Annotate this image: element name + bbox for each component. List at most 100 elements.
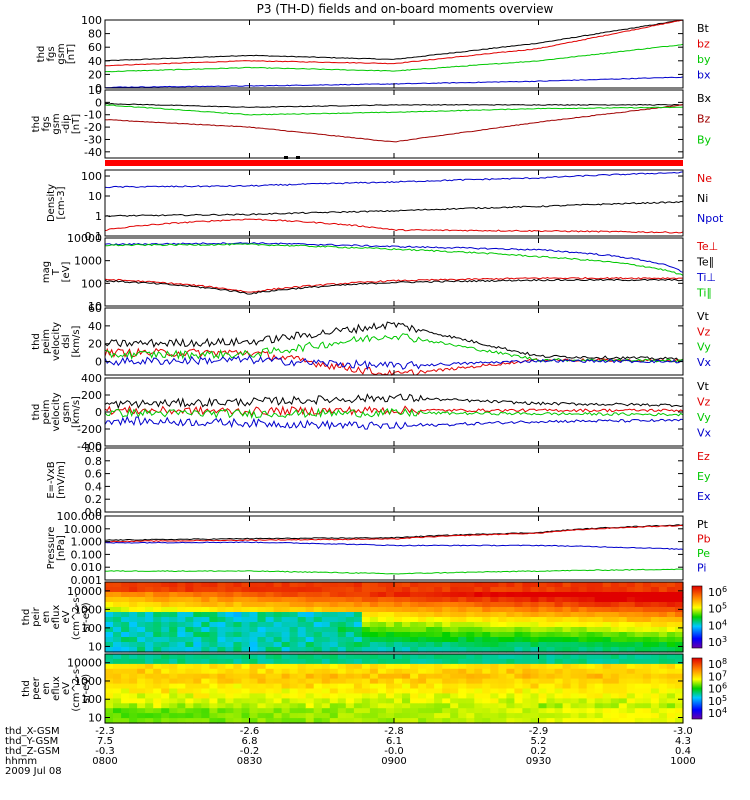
spectrogram-cell <box>145 708 154 714</box>
spectrogram-cell <box>410 617 419 623</box>
spectrogram-cell <box>201 708 210 714</box>
spectrogram-cell <box>666 632 676 638</box>
spectrogram-cell <box>562 668 572 675</box>
spectrogram-cell <box>233 678 242 685</box>
spectrogram-cell <box>249 673 259 680</box>
spectrogram-cell <box>353 587 363 593</box>
spectrogram-cell <box>313 673 323 680</box>
spectrogram-cell <box>546 668 556 675</box>
spectrogram-cell <box>578 698 588 704</box>
spectrogram-cell <box>594 668 604 675</box>
spectrogram-cell <box>562 683 572 690</box>
spectrogram-cell <box>394 607 403 613</box>
spectrogram-cell <box>554 668 564 675</box>
y-axis-label: velocity <box>51 392 62 431</box>
spectrogram-cell <box>369 663 379 670</box>
legend-label: Vz <box>697 325 711 338</box>
spectrogram-cell <box>562 637 572 643</box>
spectrogram-cell <box>570 647 580 653</box>
spectrogram-cell <box>434 617 443 623</box>
spectrogram-cell <box>265 617 275 623</box>
spectrogram-cell <box>466 718 475 724</box>
spectrogram-cell <box>610 654 620 660</box>
spectrogram-cell <box>594 654 604 660</box>
spectrogram-cell <box>418 668 427 675</box>
spectrogram-cell <box>426 597 435 603</box>
spectrogram-cell <box>626 597 636 603</box>
spectrogram-cell <box>530 622 540 628</box>
colorbar-scale <box>691 585 703 649</box>
spectrogram-cell <box>329 642 339 648</box>
spectrogram-cell <box>369 632 379 638</box>
spectrogram-cell <box>450 647 459 653</box>
spectrogram-cell <box>153 718 162 724</box>
spectrogram-cell <box>418 602 427 608</box>
spectrogram-cell <box>538 663 548 670</box>
spectrogram-cell <box>265 698 275 704</box>
spectrogram-cell <box>265 658 275 665</box>
spectrogram-cell <box>610 642 620 648</box>
spectrogram-cell <box>241 607 251 613</box>
spectrogram-cell <box>522 654 531 660</box>
spectrogram-cell <box>578 718 588 724</box>
spectrogram-cell <box>466 587 475 593</box>
spectrogram-cell <box>361 582 371 588</box>
spectrogram-cell <box>554 617 564 623</box>
spectrogram-cell <box>161 632 170 638</box>
spectrogram-cell <box>217 713 226 719</box>
spectrogram-cell <box>265 683 275 690</box>
spectrogram-cell <box>345 627 355 633</box>
spectrogram-cell <box>482 698 491 704</box>
spectrogram-cell <box>650 703 660 709</box>
spectrogram-cell <box>265 703 275 709</box>
spectrogram-cell <box>337 587 347 593</box>
spectrogram-cell <box>345 654 355 660</box>
spectrogram-cell <box>410 637 419 643</box>
spectrogram-cell <box>490 627 499 633</box>
colorbar-tick-label: 106 <box>708 585 727 599</box>
spectrogram-cell <box>450 632 459 638</box>
y-axis-label: gsm <box>56 43 67 64</box>
spectrogram-cell <box>658 713 668 719</box>
spectrogram-cell <box>217 673 226 680</box>
series-line-Ti⊥ <box>104 242 684 273</box>
series-line-Vx <box>104 355 684 371</box>
spectrogram-cell <box>257 637 267 643</box>
spectrogram-cell <box>177 658 186 665</box>
spectrogram-cell <box>361 718 371 724</box>
spectrogram-cell <box>634 582 644 588</box>
spectrogram-cell <box>402 663 411 670</box>
spectrogram-cell <box>185 678 194 685</box>
spectrogram-cell <box>538 688 548 694</box>
spectrogram-cell <box>345 582 355 588</box>
spectrogram-cell <box>273 597 283 603</box>
spectrogram-cell <box>530 708 540 714</box>
spectrogram-cell <box>225 658 234 665</box>
spectrogram-cell <box>458 627 467 633</box>
spectrogram-cell <box>177 622 186 628</box>
spectrogram-cell <box>586 582 596 588</box>
spectrogram-cell <box>153 632 162 638</box>
spectrogram-cell <box>329 693 339 699</box>
spectrogram-cell <box>305 708 315 714</box>
spectrogram-cell <box>546 693 556 699</box>
spectrogram-cell <box>610 693 620 699</box>
spectrogram-cell <box>418 708 427 714</box>
spectrogram-cell <box>137 678 146 685</box>
spectrogram-cell <box>105 632 114 638</box>
spectrogram-cell <box>313 582 323 588</box>
spectrogram-cell <box>594 627 604 633</box>
spectrogram-cell <box>377 688 387 694</box>
spectrogram-cell <box>321 713 331 719</box>
spectrogram-cell <box>610 658 620 665</box>
spectrogram-cell <box>426 632 435 638</box>
spectrogram-cell <box>458 658 467 665</box>
spectrogram-cell <box>153 663 162 670</box>
spectrogram-cell <box>185 647 194 653</box>
spectrogram-cell <box>578 617 588 623</box>
spectrogram-cell <box>570 582 580 588</box>
spectrogram-cell <box>209 627 218 633</box>
spectrogram-cell <box>530 668 540 675</box>
spectrogram-cell <box>249 602 259 608</box>
spectrogram-cell <box>185 602 194 608</box>
